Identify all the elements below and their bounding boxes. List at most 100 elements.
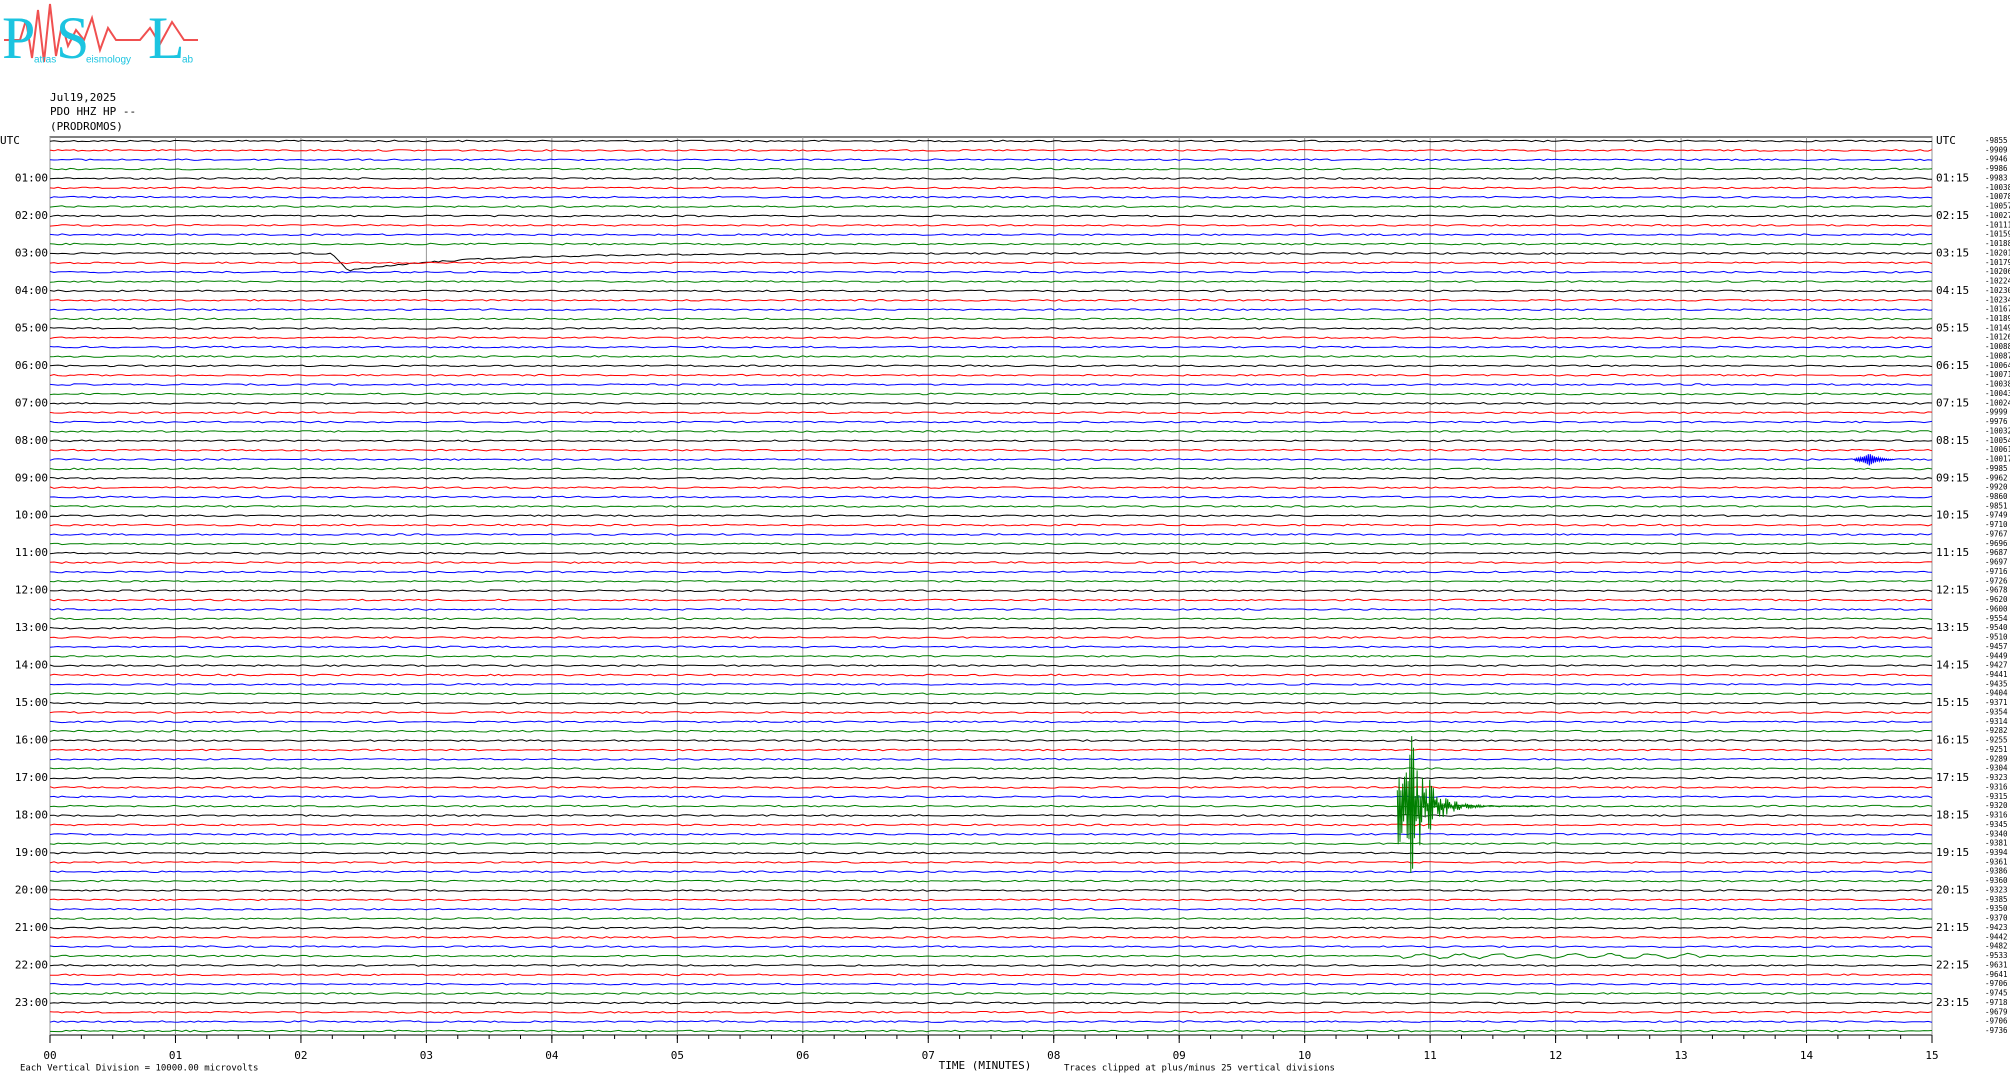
- trace: [49, 364, 1933, 368]
- trace-offset: -10111: [1985, 220, 2010, 229]
- left-time-label: 11:00: [15, 546, 48, 559]
- trace: [49, 476, 1933, 480]
- trace: [49, 626, 1933, 630]
- trace: [49, 589, 1933, 593]
- trace: [49, 598, 1933, 602]
- trace-offset: -9386: [1985, 867, 2008, 876]
- trace: [49, 823, 1933, 827]
- x-tick-label: 12: [1549, 1049, 1562, 1062]
- trace: [49, 945, 1933, 949]
- trace-offset: -10038: [1985, 183, 2010, 192]
- trace-offset: -9678: [1985, 586, 2008, 595]
- trace: [49, 879, 1933, 883]
- trace-offset: -9423: [1985, 923, 2008, 932]
- trace: [49, 992, 1933, 995]
- header-site: (PRODROMOS): [50, 120, 123, 133]
- trace: [49, 617, 1933, 621]
- right-time-label: 18:15: [1936, 809, 1969, 822]
- trace-offset: -9706: [1985, 1017, 2008, 1026]
- left-time-label: 13:00: [15, 621, 48, 634]
- traces: [49, 139, 1933, 1033]
- trace-offset: -9282: [1985, 726, 2008, 735]
- trace: [49, 486, 1933, 489]
- logo-letter: P: [2, 5, 35, 71]
- left-time-label: 10:00: [15, 509, 48, 522]
- x-tick-label: 06: [796, 1049, 809, 1062]
- trace: [49, 786, 1933, 789]
- trace-offset: -10024: [1985, 398, 2010, 407]
- header-station: PDO HHZ HP --: [50, 105, 136, 118]
- left-time-label: 05:00: [15, 321, 48, 334]
- trace: [49, 261, 1933, 265]
- left-time-label: 03:00: [15, 246, 48, 259]
- trace: [49, 439, 1933, 443]
- trace-offset: -9435: [1985, 679, 2008, 688]
- trace: [49, 542, 1933, 546]
- left-time-label: 12:00: [15, 584, 48, 597]
- trace-offset: -9370: [1985, 914, 2008, 923]
- trace: [49, 205, 1933, 208]
- x-tick-label: 14: [1800, 1049, 1814, 1062]
- trace: [49, 270, 1933, 274]
- trace-offset: -9533: [1985, 951, 2008, 960]
- trace: [49, 317, 1933, 321]
- trace-offset: -10078: [1985, 192, 2010, 201]
- left-time-label: 22:00: [15, 958, 48, 971]
- logo-word: ab: [182, 55, 194, 66]
- trace-offset: -10061: [1985, 445, 2010, 454]
- trace: [49, 355, 1933, 358]
- trace-offset: -10071: [1985, 370, 2010, 379]
- trace-offset: -9360: [1985, 876, 2008, 885]
- right-time-label: 03:15: [1936, 246, 1969, 259]
- trace: [49, 776, 1933, 780]
- trace: [49, 795, 1933, 799]
- trace-offset: -9442: [1985, 932, 2008, 941]
- trace-offset: -9641: [1985, 970, 2008, 979]
- trace: [49, 467, 1933, 471]
- trace: [49, 458, 1933, 461]
- trace: [49, 608, 1933, 611]
- trace: [49, 242, 1933, 246]
- trace: [49, 505, 1933, 508]
- trace: [49, 186, 1933, 190]
- left-time-label: 04:00: [15, 284, 48, 297]
- x-tick-label: 07: [922, 1049, 935, 1062]
- trace-offset: -9718: [1985, 998, 2008, 1007]
- trace: [49, 561, 1933, 564]
- trace: [49, 223, 1933, 227]
- trace: [49, 1020, 1933, 1023]
- logo-wave: [4, 3, 198, 63]
- trace-offset: -10064: [1985, 361, 2010, 370]
- trace-offset: -9749: [1985, 511, 2008, 520]
- trace: [49, 514, 1933, 518]
- trace-offset: -9457: [1985, 642, 2008, 651]
- left-time-label: 14:00: [15, 659, 48, 672]
- trace-offset: -9679: [1985, 1007, 2008, 1016]
- trace: [49, 832, 1933, 836]
- trace: [49, 551, 1933, 555]
- trace-offset: -9361: [1985, 857, 2008, 866]
- x-tick-label: 09: [1173, 1049, 1186, 1062]
- trace-offset: -10206: [1985, 267, 2010, 276]
- trace-offset: -9482: [1985, 942, 2008, 951]
- trace: [49, 495, 1933, 499]
- trace: [49, 392, 1933, 396]
- trace: [49, 701, 1933, 705]
- trace-offset: -10230: [1985, 286, 2010, 295]
- trace: [49, 720, 1933, 724]
- trace: [49, 870, 1932, 874]
- logo: P S L atras eismology ab: [2, 3, 198, 71]
- logo-letter: L: [148, 5, 185, 71]
- event-trace: [1396, 736, 1541, 874]
- trace: [49, 683, 1933, 686]
- trace: [49, 177, 1933, 180]
- trace: [49, 280, 1932, 283]
- x-tick-label: 03: [420, 1049, 433, 1062]
- trace: [49, 1029, 1933, 1033]
- right-time-label: 04:15: [1936, 284, 1969, 297]
- trace-offset: -9851: [1985, 501, 2008, 510]
- x-tick-label: 01: [169, 1049, 182, 1062]
- trace: [49, 926, 1933, 930]
- trace: [49, 673, 1932, 677]
- trace-offset: -9600: [1985, 604, 2008, 613]
